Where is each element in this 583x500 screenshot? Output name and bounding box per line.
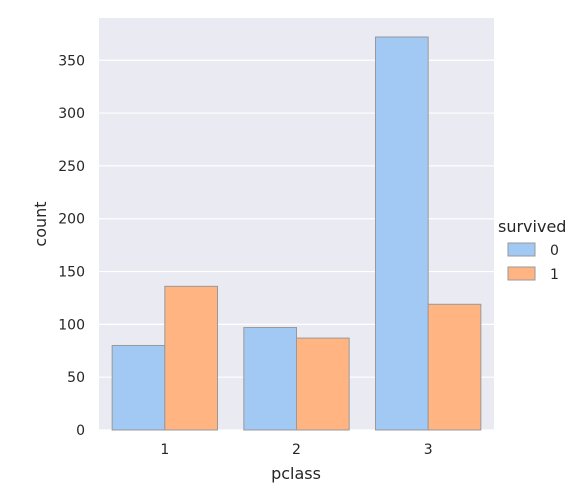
x-tick-label: 2	[292, 442, 301, 458]
y-tick-label: 100	[58, 317, 85, 333]
y-axis-label: count	[31, 201, 50, 246]
y-tick-label: 250	[58, 159, 85, 175]
legend-swatch	[507, 242, 536, 257]
bar-pclass-2-survived-1	[296, 337, 350, 431]
bar-pclass-1-survived-0	[111, 344, 166, 431]
legend-swatch	[507, 266, 536, 281]
y-tick-label: 300	[58, 106, 85, 122]
x-tick-label: 1	[160, 442, 169, 458]
bar-pclass-3-survived-1	[427, 303, 482, 431]
legend-title: survived	[498, 217, 566, 236]
y-tick-label: 350	[58, 53, 85, 69]
y-tick-label: 0	[76, 423, 85, 439]
legend-label: 1	[550, 267, 559, 283]
x-tick-labels: 1 2 3	[160, 442, 432, 458]
x-tick-label: 3	[424, 442, 433, 458]
bar-pclass-3-survived-0	[375, 36, 429, 431]
legend: survived 0 1	[498, 217, 566, 283]
legend-label: 0	[550, 243, 559, 259]
bar-pclass-1-survived-1	[164, 285, 218, 431]
bar-pclass-2-survived-0	[243, 327, 297, 431]
y-tick-labels: 0 50 100 150 200 250 300 350	[58, 53, 85, 439]
x-axis-label: pclass	[271, 464, 321, 483]
y-tick-label: 50	[67, 370, 85, 386]
bars	[111, 36, 482, 431]
y-tick-label: 200	[58, 212, 85, 228]
y-tick-label: 150	[58, 265, 85, 281]
